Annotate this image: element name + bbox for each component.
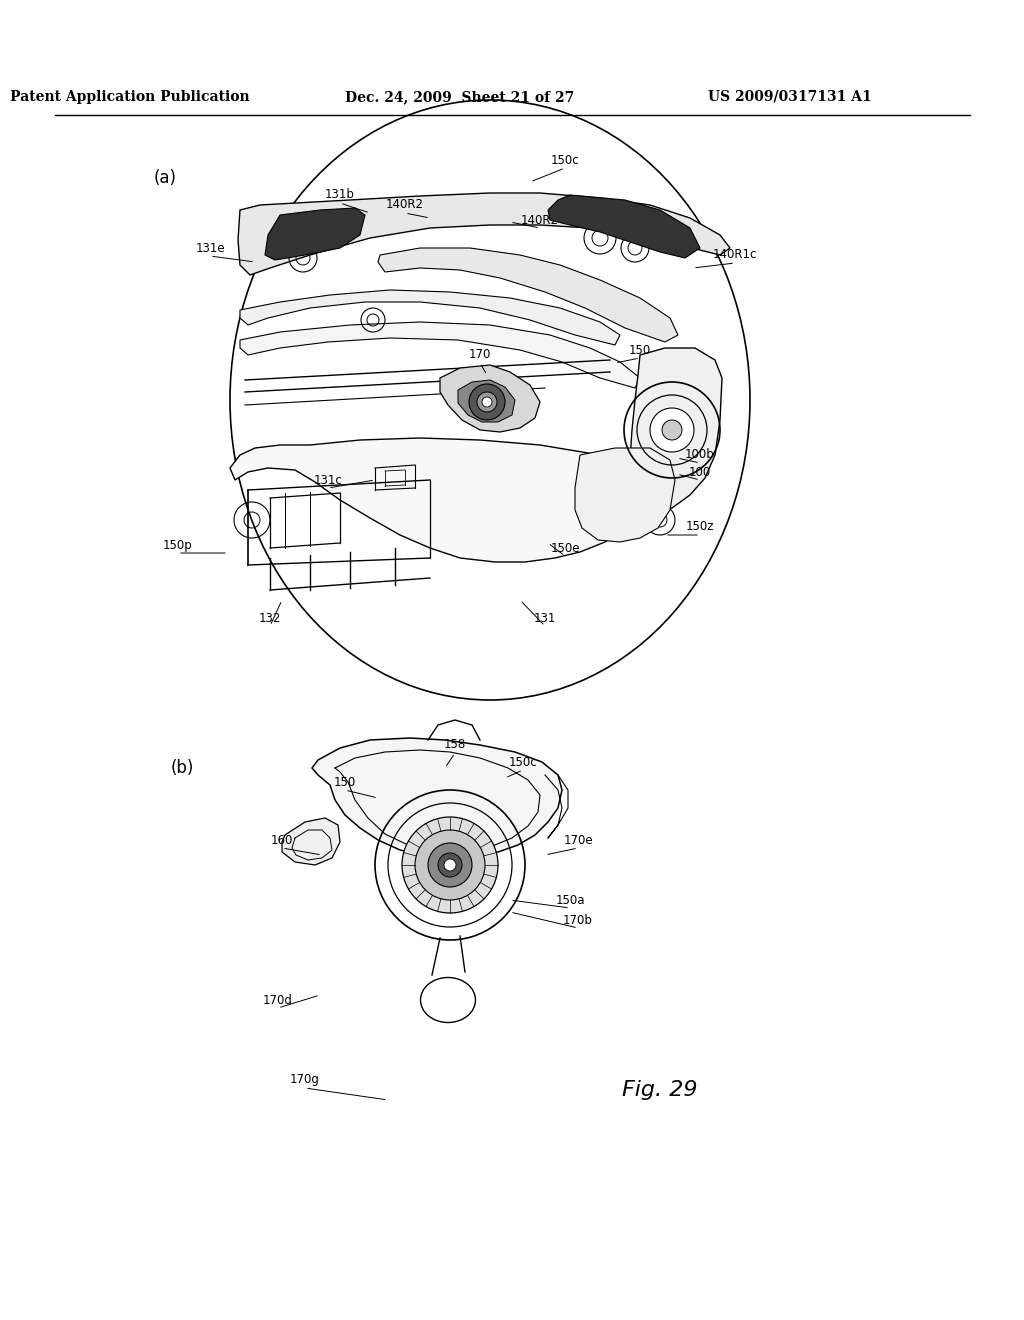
Polygon shape [282, 818, 340, 865]
Circle shape [415, 830, 485, 900]
Text: 150z: 150z [686, 520, 715, 533]
Circle shape [402, 817, 498, 913]
Circle shape [650, 408, 694, 451]
Circle shape [444, 859, 456, 871]
Text: US 2009/0317131 A1: US 2009/0317131 A1 [709, 90, 871, 104]
Polygon shape [230, 438, 645, 562]
Polygon shape [548, 195, 700, 257]
Text: 158: 158 [443, 738, 466, 751]
Polygon shape [630, 348, 722, 512]
Polygon shape [238, 193, 730, 275]
Polygon shape [312, 738, 562, 858]
Text: 100: 100 [689, 466, 711, 479]
Polygon shape [240, 322, 640, 388]
Polygon shape [575, 447, 675, 543]
Text: Patent Application Publication: Patent Application Publication [10, 90, 250, 104]
Text: Fig. 29: Fig. 29 [623, 1080, 697, 1100]
Text: 150: 150 [629, 343, 651, 356]
Text: 160: 160 [270, 833, 293, 846]
Text: 140R1c: 140R1c [713, 248, 757, 261]
Text: (a): (a) [154, 169, 176, 187]
Polygon shape [440, 366, 540, 432]
Circle shape [438, 853, 462, 876]
Text: 170e: 170e [563, 833, 593, 846]
Text: 132: 132 [259, 611, 282, 624]
Text: 131e: 131e [196, 242, 225, 255]
Polygon shape [240, 290, 620, 345]
Text: 140R2: 140R2 [521, 214, 559, 227]
Text: 150c: 150c [509, 755, 538, 768]
Text: 150e: 150e [550, 541, 580, 554]
Text: 131c: 131c [313, 474, 342, 487]
Text: 170b: 170b [563, 913, 593, 927]
Circle shape [662, 420, 682, 440]
Circle shape [477, 392, 497, 412]
Polygon shape [458, 380, 515, 422]
Text: 131: 131 [534, 611, 556, 624]
Text: 150: 150 [334, 776, 356, 788]
Polygon shape [265, 209, 365, 260]
Text: 150c: 150c [551, 153, 580, 166]
Polygon shape [378, 248, 678, 342]
Text: Dec. 24, 2009  Sheet 21 of 27: Dec. 24, 2009 Sheet 21 of 27 [345, 90, 574, 104]
Text: 140R2: 140R2 [386, 198, 424, 211]
Circle shape [482, 397, 492, 407]
Text: 150p: 150p [163, 539, 193, 552]
Text: 170d: 170d [263, 994, 293, 1006]
Text: (b): (b) [170, 759, 194, 777]
Text: 131b: 131b [325, 189, 355, 202]
Circle shape [428, 843, 472, 887]
Text: 150a: 150a [555, 894, 585, 907]
Text: 170g: 170g [290, 1073, 319, 1086]
Text: 100b: 100b [685, 449, 715, 462]
Text: 170: 170 [469, 348, 492, 362]
Circle shape [469, 384, 505, 420]
